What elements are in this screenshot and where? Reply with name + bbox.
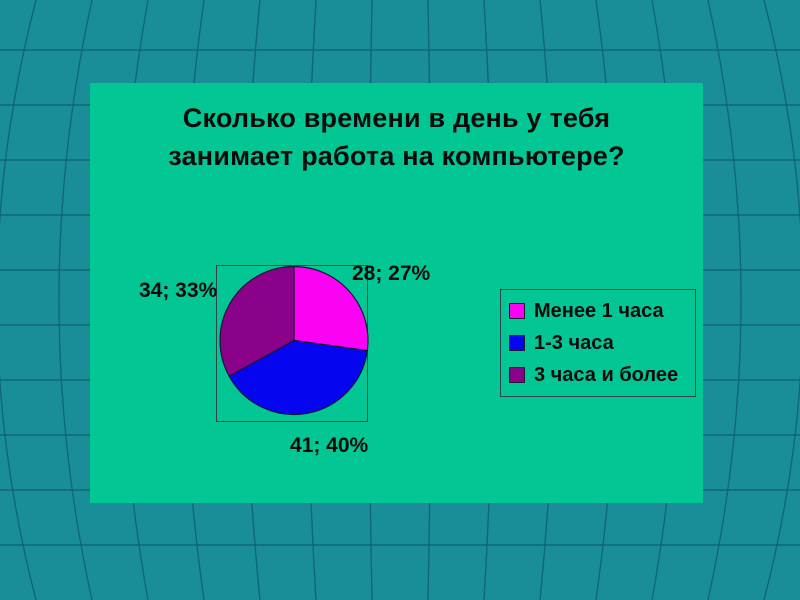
legend-label: Менее 1 часа xyxy=(534,299,664,322)
pie-slice-1 xyxy=(228,339,368,416)
slide-panel: Сколько времени в день у тебя занимает р… xyxy=(90,83,703,503)
legend-label: 3 часа и более xyxy=(534,363,679,386)
chart-legend: Менее 1 часа 1-3 часа 3 часа и более xyxy=(500,289,696,397)
pie-plot-area xyxy=(216,265,369,422)
legend-label: 1-3 часа xyxy=(534,331,614,354)
chart-title-line-1: Сколько времени в день у тебя xyxy=(182,103,611,133)
pie-chart xyxy=(219,265,369,416)
legend-swatch-purple xyxy=(509,367,525,383)
chart-title-line-2: занимает работа на компьютере? xyxy=(168,141,625,171)
pie-label-less-1-hour: 28; 27% xyxy=(352,262,431,285)
legend-swatch-blue xyxy=(509,335,525,351)
legend-item-3-hours-more: 3 часа и более xyxy=(509,364,691,387)
legend-swatch-magenta xyxy=(509,303,525,319)
pie-slice-0 xyxy=(293,265,369,352)
pie-label-1-3-hours: 41; 40% xyxy=(290,434,369,457)
pie-slice-2 xyxy=(219,265,295,378)
pie-label-3-hours-more: 34; 33% xyxy=(139,279,218,302)
legend-item-less-1-hour: Менее 1 часа xyxy=(509,300,691,323)
legend-item-1-3-hours: 1-3 часа xyxy=(509,332,691,355)
chart-title: Сколько времени в день у тебя занимает р… xyxy=(90,99,703,175)
